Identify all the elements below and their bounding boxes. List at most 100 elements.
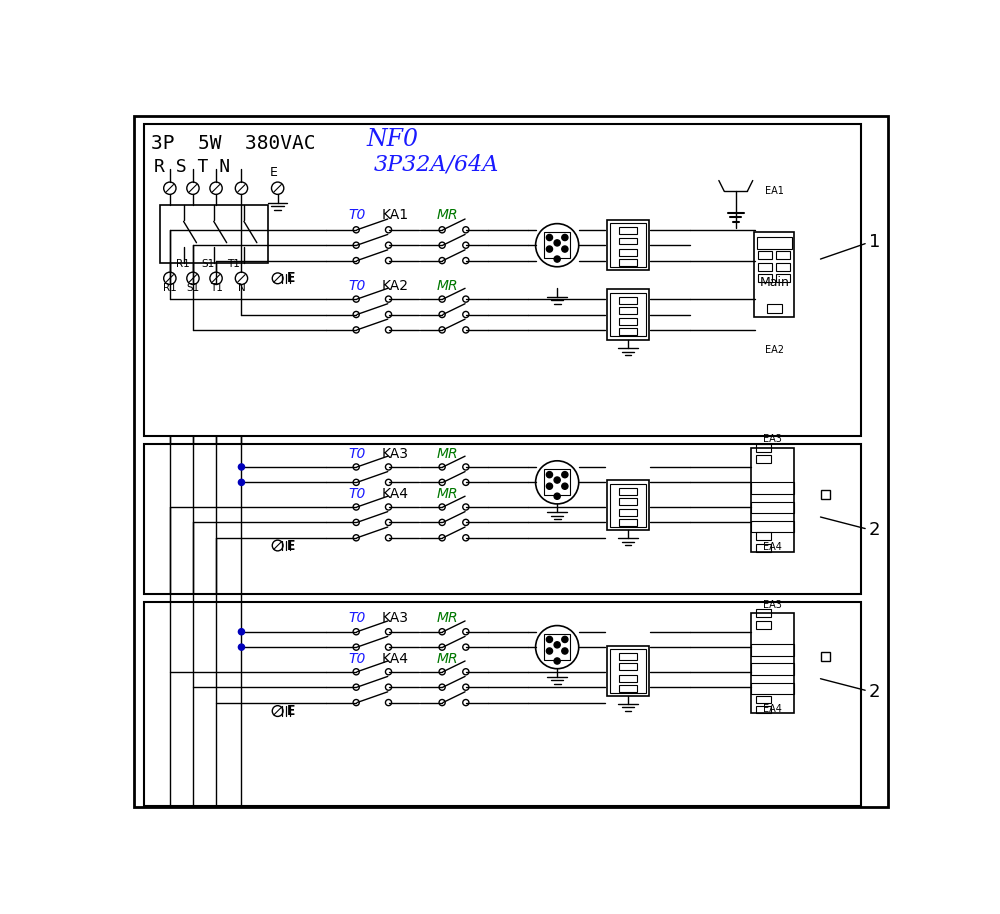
Bar (756, 610, 771, 617)
Text: T0: T0 (348, 487, 366, 501)
Bar (619, 664, 637, 670)
Circle shape (546, 472, 553, 478)
Bar (619, 259, 637, 266)
Text: T1: T1 (227, 259, 240, 269)
Circle shape (554, 239, 560, 246)
Circle shape (238, 479, 245, 485)
Text: E: E (287, 271, 296, 285)
Circle shape (238, 464, 245, 470)
Text: 3P  5W  380VAC: 3P 5W 380VAC (151, 134, 315, 153)
Bar (619, 238, 637, 244)
Bar (820, 490, 830, 499)
Bar (607, 220, 649, 271)
Text: T0: T0 (348, 208, 366, 222)
Bar (619, 685, 637, 692)
Text: 2: 2 (869, 521, 881, 539)
Text: 2: 2 (869, 683, 881, 701)
Text: EA2: EA2 (765, 345, 784, 355)
Bar (619, 675, 637, 682)
Text: Main: Main (759, 276, 789, 289)
Text: KA4: KA4 (382, 487, 409, 501)
Bar (751, 613, 794, 713)
Bar (767, 303, 782, 313)
Bar (757, 237, 792, 249)
Circle shape (546, 648, 553, 654)
Bar (619, 509, 637, 516)
Bar (619, 654, 637, 660)
Text: N: N (238, 283, 245, 293)
Bar (758, 274, 772, 282)
Text: R1: R1 (163, 283, 177, 293)
Bar (619, 297, 637, 303)
Text: E: E (287, 538, 296, 552)
Bar (756, 455, 771, 463)
Circle shape (554, 642, 560, 648)
Bar (754, 232, 794, 317)
Bar (776, 251, 790, 259)
Bar (619, 519, 637, 526)
Text: EA3: EA3 (763, 433, 781, 443)
Bar (607, 290, 649, 339)
Bar (144, 124, 861, 436)
Text: E: E (270, 165, 278, 178)
Bar (758, 251, 772, 259)
Bar (820, 652, 830, 661)
Bar (756, 533, 771, 540)
Text: MR: MR (436, 487, 458, 501)
Bar (751, 521, 794, 533)
Bar (619, 228, 637, 234)
Bar (751, 483, 794, 494)
Text: T0: T0 (348, 279, 366, 292)
Circle shape (546, 636, 553, 643)
Text: EA3: EA3 (763, 600, 781, 610)
Bar (619, 328, 637, 335)
Bar (756, 444, 771, 452)
Bar (619, 318, 637, 325)
Text: R S T N: R S T N (154, 157, 231, 175)
Bar (756, 621, 771, 629)
Bar (607, 646, 649, 696)
Circle shape (562, 234, 568, 240)
Bar (758, 263, 772, 271)
Text: 3P32A/64A: 3P32A/64A (374, 154, 499, 175)
Text: EA4: EA4 (763, 704, 781, 714)
Bar (610, 649, 646, 693)
Text: EA4: EA4 (763, 542, 781, 552)
Circle shape (546, 234, 553, 240)
Circle shape (562, 636, 568, 643)
Bar (751, 683, 794, 694)
Bar (619, 488, 637, 494)
Text: KA1: KA1 (382, 208, 409, 222)
Bar (160, 205, 268, 263)
Circle shape (238, 644, 245, 650)
Text: NF0: NF0 (366, 128, 418, 151)
Text: MR: MR (436, 279, 458, 292)
Text: 1: 1 (869, 233, 880, 251)
Text: R1: R1 (176, 259, 190, 269)
Bar (756, 706, 771, 713)
Bar (756, 544, 771, 552)
Text: MR: MR (436, 652, 458, 665)
Bar (751, 664, 794, 675)
Circle shape (238, 629, 245, 635)
Bar (619, 307, 637, 314)
Text: T1: T1 (210, 283, 222, 293)
Circle shape (562, 484, 568, 489)
Text: MR: MR (436, 208, 458, 222)
Bar (544, 232, 570, 258)
Bar (751, 644, 794, 655)
Circle shape (562, 246, 568, 252)
Text: E: E (287, 704, 296, 718)
Circle shape (554, 477, 560, 484)
Bar (144, 444, 861, 594)
Text: MR: MR (436, 447, 458, 461)
Text: T0: T0 (348, 652, 366, 665)
Circle shape (546, 484, 553, 489)
Text: S1: S1 (202, 259, 215, 269)
Bar (607, 481, 649, 530)
Circle shape (554, 256, 560, 262)
Bar (610, 292, 646, 336)
Bar (751, 502, 794, 513)
Bar (544, 470, 570, 495)
Circle shape (562, 648, 568, 654)
